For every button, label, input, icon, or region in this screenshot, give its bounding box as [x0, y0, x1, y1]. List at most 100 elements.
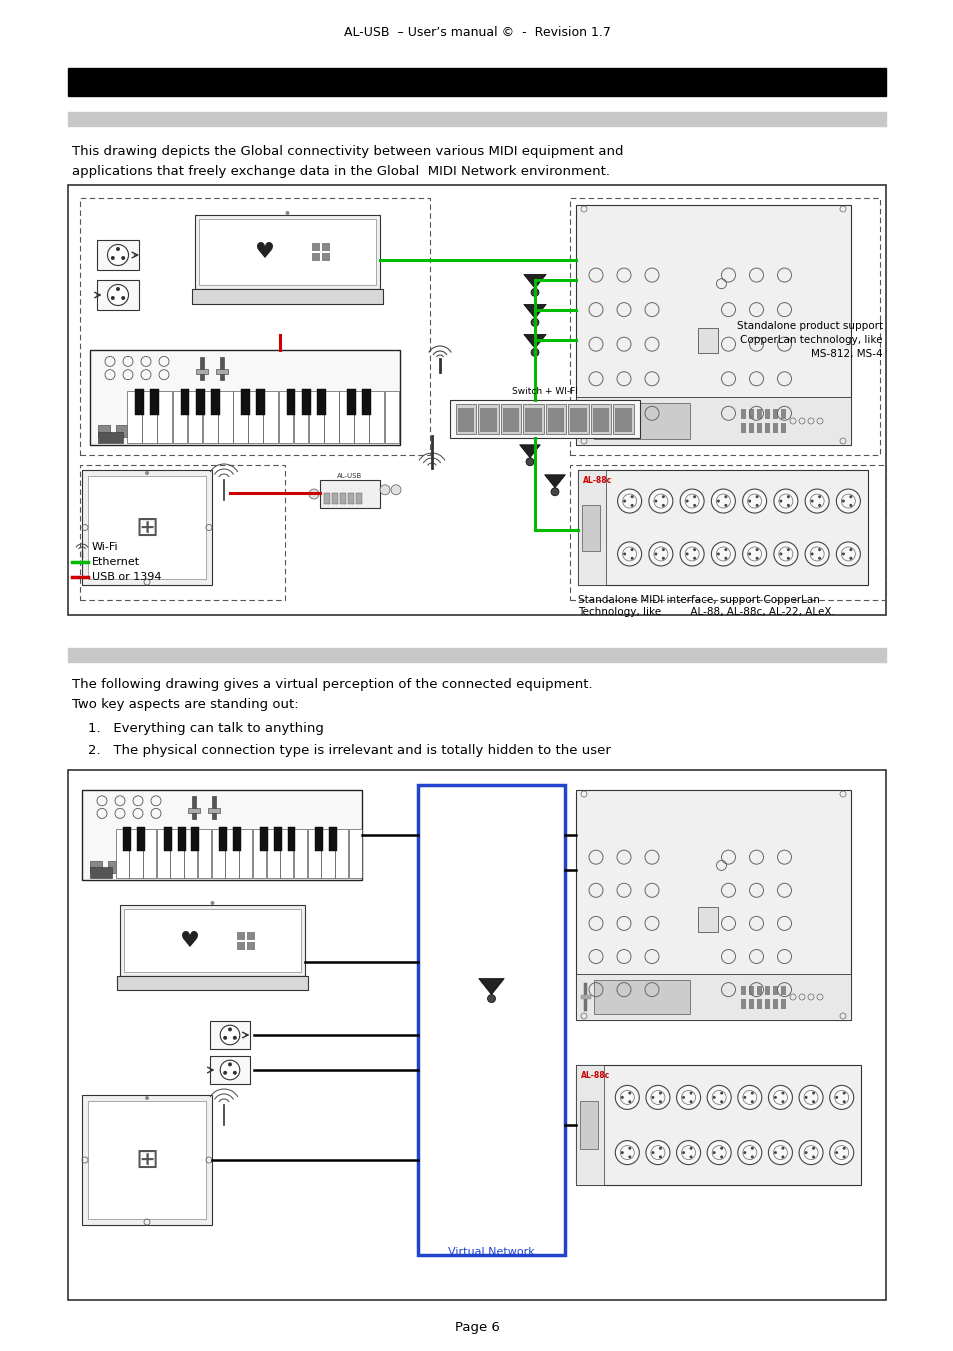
- Bar: [772, 985, 778, 994]
- Bar: [88, 1101, 206, 1219]
- Circle shape: [803, 1151, 807, 1154]
- Circle shape: [834, 1151, 838, 1154]
- Bar: [200, 357, 204, 381]
- Bar: [384, 390, 398, 443]
- Circle shape: [551, 488, 558, 496]
- Bar: [578, 470, 605, 585]
- Circle shape: [630, 496, 633, 499]
- Bar: [220, 357, 224, 381]
- Polygon shape: [523, 274, 546, 288]
- Text: Standalone MIDI interface, support CopperLan: Standalone MIDI interface, support Coppe…: [578, 594, 819, 605]
- Bar: [68, 112, 885, 126]
- Circle shape: [661, 504, 664, 507]
- Circle shape: [841, 1155, 844, 1158]
- Bar: [123, 827, 131, 851]
- Bar: [523, 404, 543, 434]
- Circle shape: [223, 1036, 227, 1040]
- Bar: [576, 790, 850, 1020]
- Bar: [748, 409, 753, 419]
- Circle shape: [773, 1151, 776, 1154]
- Bar: [68, 770, 885, 1300]
- Bar: [143, 828, 156, 878]
- Circle shape: [841, 553, 844, 555]
- Bar: [362, 389, 371, 415]
- Circle shape: [693, 504, 696, 507]
- Circle shape: [628, 1155, 631, 1158]
- Bar: [195, 389, 204, 415]
- Bar: [740, 423, 745, 434]
- Circle shape: [659, 1155, 661, 1158]
- Bar: [199, 219, 375, 285]
- Circle shape: [659, 1092, 661, 1094]
- Circle shape: [799, 1140, 822, 1165]
- Text: USB or 1394: USB or 1394: [91, 571, 161, 582]
- Circle shape: [747, 500, 750, 503]
- Bar: [781, 1000, 785, 1008]
- Circle shape: [720, 1092, 722, 1094]
- Circle shape: [659, 1147, 661, 1150]
- Bar: [748, 1000, 753, 1008]
- Circle shape: [711, 542, 735, 566]
- Polygon shape: [519, 444, 539, 458]
- Bar: [355, 493, 361, 504]
- Bar: [480, 408, 497, 432]
- Bar: [576, 1065, 603, 1185]
- Bar: [781, 985, 785, 994]
- Text: ⊞: ⊞: [135, 1146, 158, 1174]
- Circle shape: [111, 255, 114, 259]
- Circle shape: [228, 1027, 232, 1031]
- Bar: [117, 977, 308, 990]
- Bar: [309, 390, 323, 443]
- Circle shape: [818, 496, 821, 499]
- Circle shape: [233, 1071, 236, 1075]
- Bar: [312, 243, 319, 251]
- Bar: [218, 827, 227, 851]
- Circle shape: [645, 1140, 669, 1165]
- Bar: [247, 942, 254, 950]
- Text: ⊞: ⊞: [135, 513, 158, 542]
- Bar: [581, 504, 599, 550]
- Circle shape: [829, 1140, 853, 1165]
- Bar: [211, 1056, 250, 1084]
- Circle shape: [706, 1140, 730, 1165]
- Bar: [180, 389, 190, 415]
- Bar: [335, 828, 348, 878]
- Bar: [192, 827, 199, 851]
- Bar: [580, 419, 590, 423]
- Circle shape: [742, 1096, 745, 1098]
- Bar: [218, 390, 233, 443]
- Circle shape: [712, 1096, 715, 1098]
- Circle shape: [145, 471, 149, 476]
- Bar: [698, 328, 718, 353]
- Circle shape: [773, 542, 797, 566]
- Bar: [130, 828, 142, 878]
- Circle shape: [720, 1155, 722, 1158]
- Bar: [593, 408, 609, 432]
- Circle shape: [108, 285, 129, 305]
- Bar: [97, 240, 139, 270]
- Circle shape: [811, 1092, 814, 1094]
- Bar: [772, 409, 778, 419]
- Circle shape: [811, 1147, 814, 1150]
- Circle shape: [742, 1151, 745, 1154]
- Circle shape: [829, 1085, 853, 1109]
- Circle shape: [145, 1096, 149, 1100]
- Bar: [184, 828, 197, 878]
- Circle shape: [693, 549, 696, 551]
- Circle shape: [723, 504, 726, 507]
- Circle shape: [818, 549, 821, 551]
- Bar: [545, 404, 566, 434]
- Circle shape: [779, 500, 781, 503]
- Bar: [203, 390, 217, 443]
- Circle shape: [645, 1085, 669, 1109]
- Circle shape: [681, 1096, 684, 1098]
- Bar: [450, 400, 639, 438]
- Circle shape: [755, 549, 758, 551]
- Bar: [192, 796, 195, 819]
- Bar: [316, 389, 325, 415]
- Circle shape: [220, 1025, 239, 1044]
- Bar: [211, 389, 219, 415]
- Circle shape: [211, 901, 214, 905]
- Circle shape: [848, 557, 851, 559]
- Text: applications that freely exchange data in the Global  MIDI Network environment.: applications that freely exchange data i…: [71, 165, 609, 178]
